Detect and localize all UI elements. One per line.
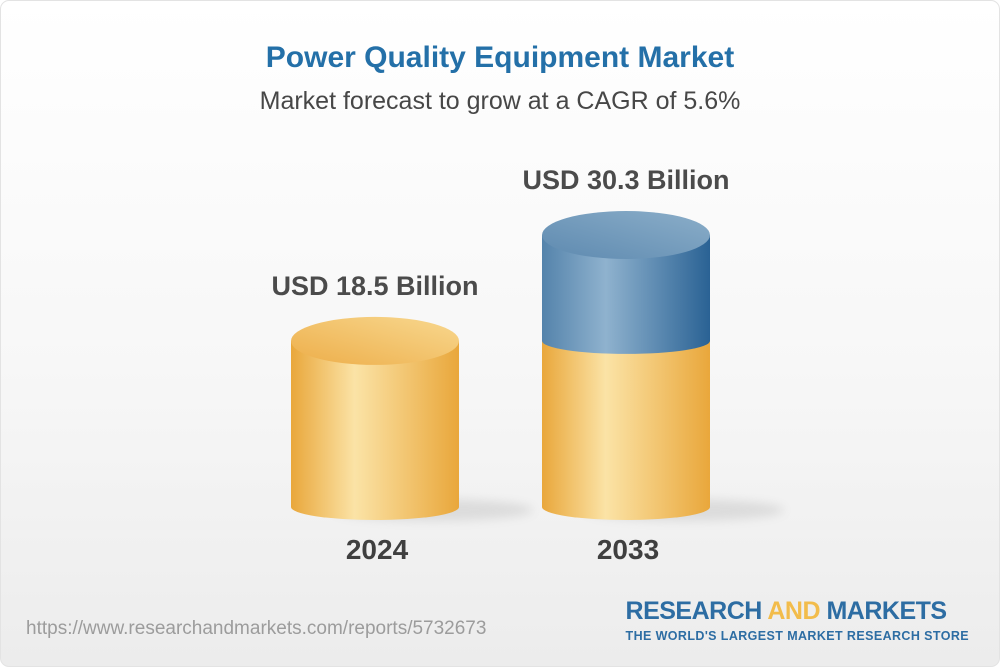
- bars-layer: [291, 211, 784, 521]
- bar-segment-2033-base: [542, 340, 710, 520]
- bar-top-ellipse-2033: [542, 211, 710, 259]
- chart-subtitle: Market forecast to grow at a CAGR of 5.6…: [259, 87, 741, 115]
- year-label-2033: 2033: [596, 534, 660, 565]
- bar-top-ellipse-2024: [291, 316, 459, 365]
- value-label-2033: USD 30.3 Billion: [522, 165, 730, 195]
- bar-segment-2024-base: [291, 340, 459, 520]
- logo-tagline: THE WORLD'S LARGEST MARKET RESEARCH STOR…: [625, 628, 969, 643]
- chart-title: Power Quality Equipment Market: [265, 41, 735, 74]
- year-label-2024: 2024: [345, 534, 409, 565]
- research-and-markets-logo: RESEARCH AND MARKETS THE WORLD'S LARGEST…: [625, 597, 969, 643]
- logo-research: RESEARCH: [625, 597, 763, 625]
- logo-markets: MARKETS: [826, 597, 947, 625]
- report-url: https://www.researchandmarkets.com/repor…: [26, 618, 487, 639]
- logo-wordmark: RESEARCH AND MARKETS: [625, 597, 969, 626]
- bar-segment-2033-growth: [542, 235, 710, 354]
- value-label-2024: USD 18.5 Billion: [271, 270, 479, 301]
- logo-and: AND: [767, 597, 821, 625]
